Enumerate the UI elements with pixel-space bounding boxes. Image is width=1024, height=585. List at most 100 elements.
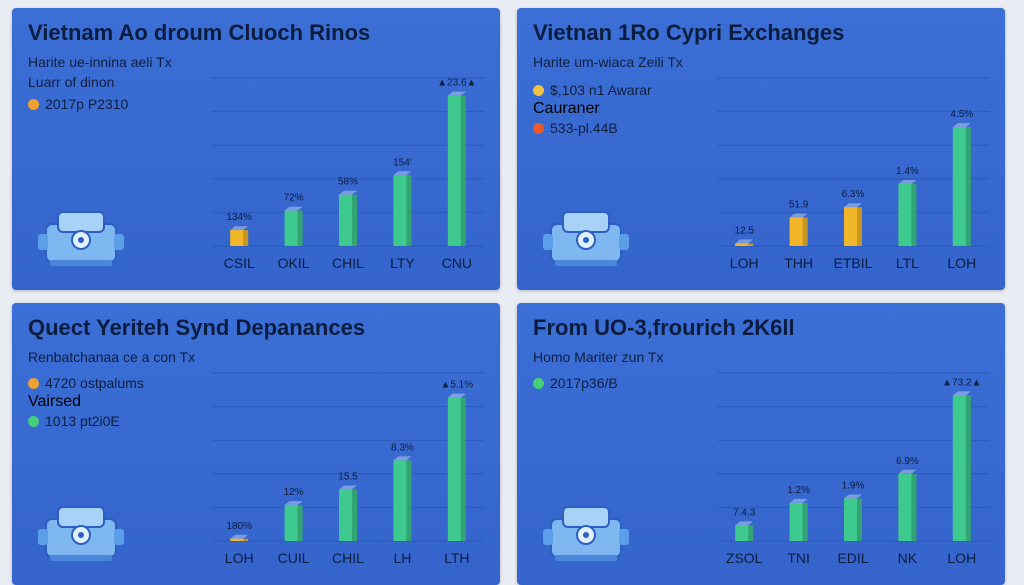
bar	[735, 525, 754, 541]
bar-shade	[911, 473, 917, 541]
bar-shade	[748, 525, 754, 541]
legend: $,103 n1 Awarar Cauraner 533-pl.44B	[533, 80, 652, 138]
x-tick-label: CHIL	[332, 550, 364, 566]
bar-top	[230, 226, 249, 231]
bar-shade	[802, 217, 808, 246]
x-tick-label: TNI	[787, 550, 810, 566]
bar-top	[789, 498, 808, 503]
panel-title: From UO-3,frourich 2K6ll	[533, 315, 795, 340]
legend-sublabel: Vairsed	[28, 393, 82, 410]
bar	[339, 194, 357, 246]
chart-panel-1: Vietnam Ao droum Cluoch Rinos Harite ue-…	[12, 8, 500, 290]
x-tick-label: LOH	[730, 255, 759, 271]
bar-top	[447, 91, 466, 96]
bar-top	[284, 501, 303, 506]
bar-top	[952, 123, 971, 128]
bar-shade	[406, 460, 412, 541]
bar-shade	[243, 230, 249, 246]
bar	[952, 395, 971, 541]
data-label: ▲5.1%	[440, 380, 473, 391]
data-label: 7.4.3	[733, 507, 756, 518]
panel-subtitle: Renbatchanaa ce a con Tx	[28, 349, 196, 365]
x-tick-label: ETBIL	[834, 255, 873, 271]
legend-label: 533-pl.44B	[550, 120, 618, 136]
robot-icon	[38, 211, 124, 266]
bar-top	[844, 203, 862, 208]
bar-shade	[857, 207, 862, 246]
x-tick-label: LOH	[225, 550, 254, 566]
bar-shade	[406, 175, 412, 246]
x-tick-label: LTH	[444, 550, 469, 566]
x-tick-label: LTL	[896, 255, 919, 271]
panel-subtitle: Homo Mariter zun Tx	[533, 349, 664, 365]
bar-chart: 180% LOH 12% CUIL 15.5 CHIL 8.3% LH ▲5.1% LTH	[212, 372, 484, 566]
legend: 2017p36/B	[533, 373, 618, 393]
x-tick-label: CSIL	[224, 255, 255, 271]
data-label: 4.5%	[950, 109, 973, 120]
bar	[844, 207, 862, 246]
legend-label: 2017p36/B	[550, 375, 618, 391]
data-label: ▲73.2▲	[942, 377, 981, 388]
bar	[393, 460, 412, 541]
legend-sublabel: Cauraner	[533, 100, 600, 117]
legend-dot-icon	[28, 415, 39, 427]
bar-top	[898, 179, 917, 184]
data-label: 15.5	[338, 471, 358, 482]
legend-label: 4720 ostpalums	[45, 375, 144, 391]
bar-shade	[297, 505, 303, 541]
bar	[844, 498, 862, 541]
bar-top	[952, 391, 971, 396]
bar-shade	[460, 95, 466, 247]
legend-label: 2017p P2310	[45, 96, 129, 112]
x-tick-label: THH	[784, 255, 813, 271]
bar-shade	[911, 183, 917, 246]
bar-top	[789, 213, 808, 218]
legend: 4720 ostpalums Vairsed 1013 pt2i0E	[28, 373, 144, 431]
data-label: 1.9%	[842, 480, 865, 491]
data-label: 180%	[226, 521, 252, 532]
bar	[447, 397, 466, 541]
bar-top	[284, 206, 303, 211]
x-tick-label: CHIL	[332, 255, 364, 271]
bar-chart: 134% CSIL 72% OKIL 58% CHIL 154' LTY ▲23.6▲ CNU	[212, 77, 484, 271]
legend-item: 533-pl.44B	[533, 118, 652, 138]
bar	[339, 489, 357, 541]
bar-top	[339, 190, 357, 195]
legend-item: 2017p P2310	[28, 94, 128, 114]
x-tick-label: LOH	[947, 550, 976, 566]
legend-label: 1013 pt2i0E	[45, 413, 120, 429]
robot-icon	[38, 506, 124, 561]
legend-dot-icon	[28, 377, 39, 389]
legend-item: $,103 n1 Awarar	[533, 80, 652, 100]
x-tick-label: CNU	[442, 255, 472, 271]
data-label: 1.4%	[896, 166, 919, 177]
legend-caption: Luarr of dinon	[28, 74, 115, 90]
data-label: 58%	[338, 177, 358, 188]
x-tick-label: CUIL	[278, 550, 310, 566]
data-label: 1.2%	[787, 485, 810, 496]
bar	[284, 210, 303, 246]
legend-item: 4720 ostpalums	[28, 373, 144, 393]
bar	[898, 473, 917, 541]
bar-shade	[965, 395, 971, 541]
legend-dot-icon	[533, 122, 544, 134]
bar-shade	[243, 538, 249, 541]
data-label: 12.5	[734, 225, 754, 236]
legend-item: 2017p36/B	[533, 373, 618, 393]
bar-top	[393, 171, 412, 176]
bar-shade	[748, 243, 754, 246]
data-label: ▲23.6▲	[437, 78, 476, 89]
bar	[230, 538, 249, 541]
data-label: 154'	[393, 157, 412, 168]
bar-top	[447, 393, 466, 398]
bar	[789, 502, 808, 541]
panel-subtitle: Harite ue-innina aeli Tx	[28, 54, 172, 70]
data-label: 12%	[284, 487, 304, 498]
bar-chart: 7.4.3 ZSOL 1.2% TNI 1.9% EDIL 6.9% NK ▲73.2▲ LOH	[717, 372, 989, 566]
x-tick-label: LH	[393, 550, 411, 566]
data-label: 72%	[284, 193, 304, 204]
data-label: 8.3%	[391, 442, 414, 453]
legend-dot-icon	[28, 98, 39, 110]
bar	[230, 230, 249, 246]
data-label: 6.3%	[842, 189, 865, 200]
